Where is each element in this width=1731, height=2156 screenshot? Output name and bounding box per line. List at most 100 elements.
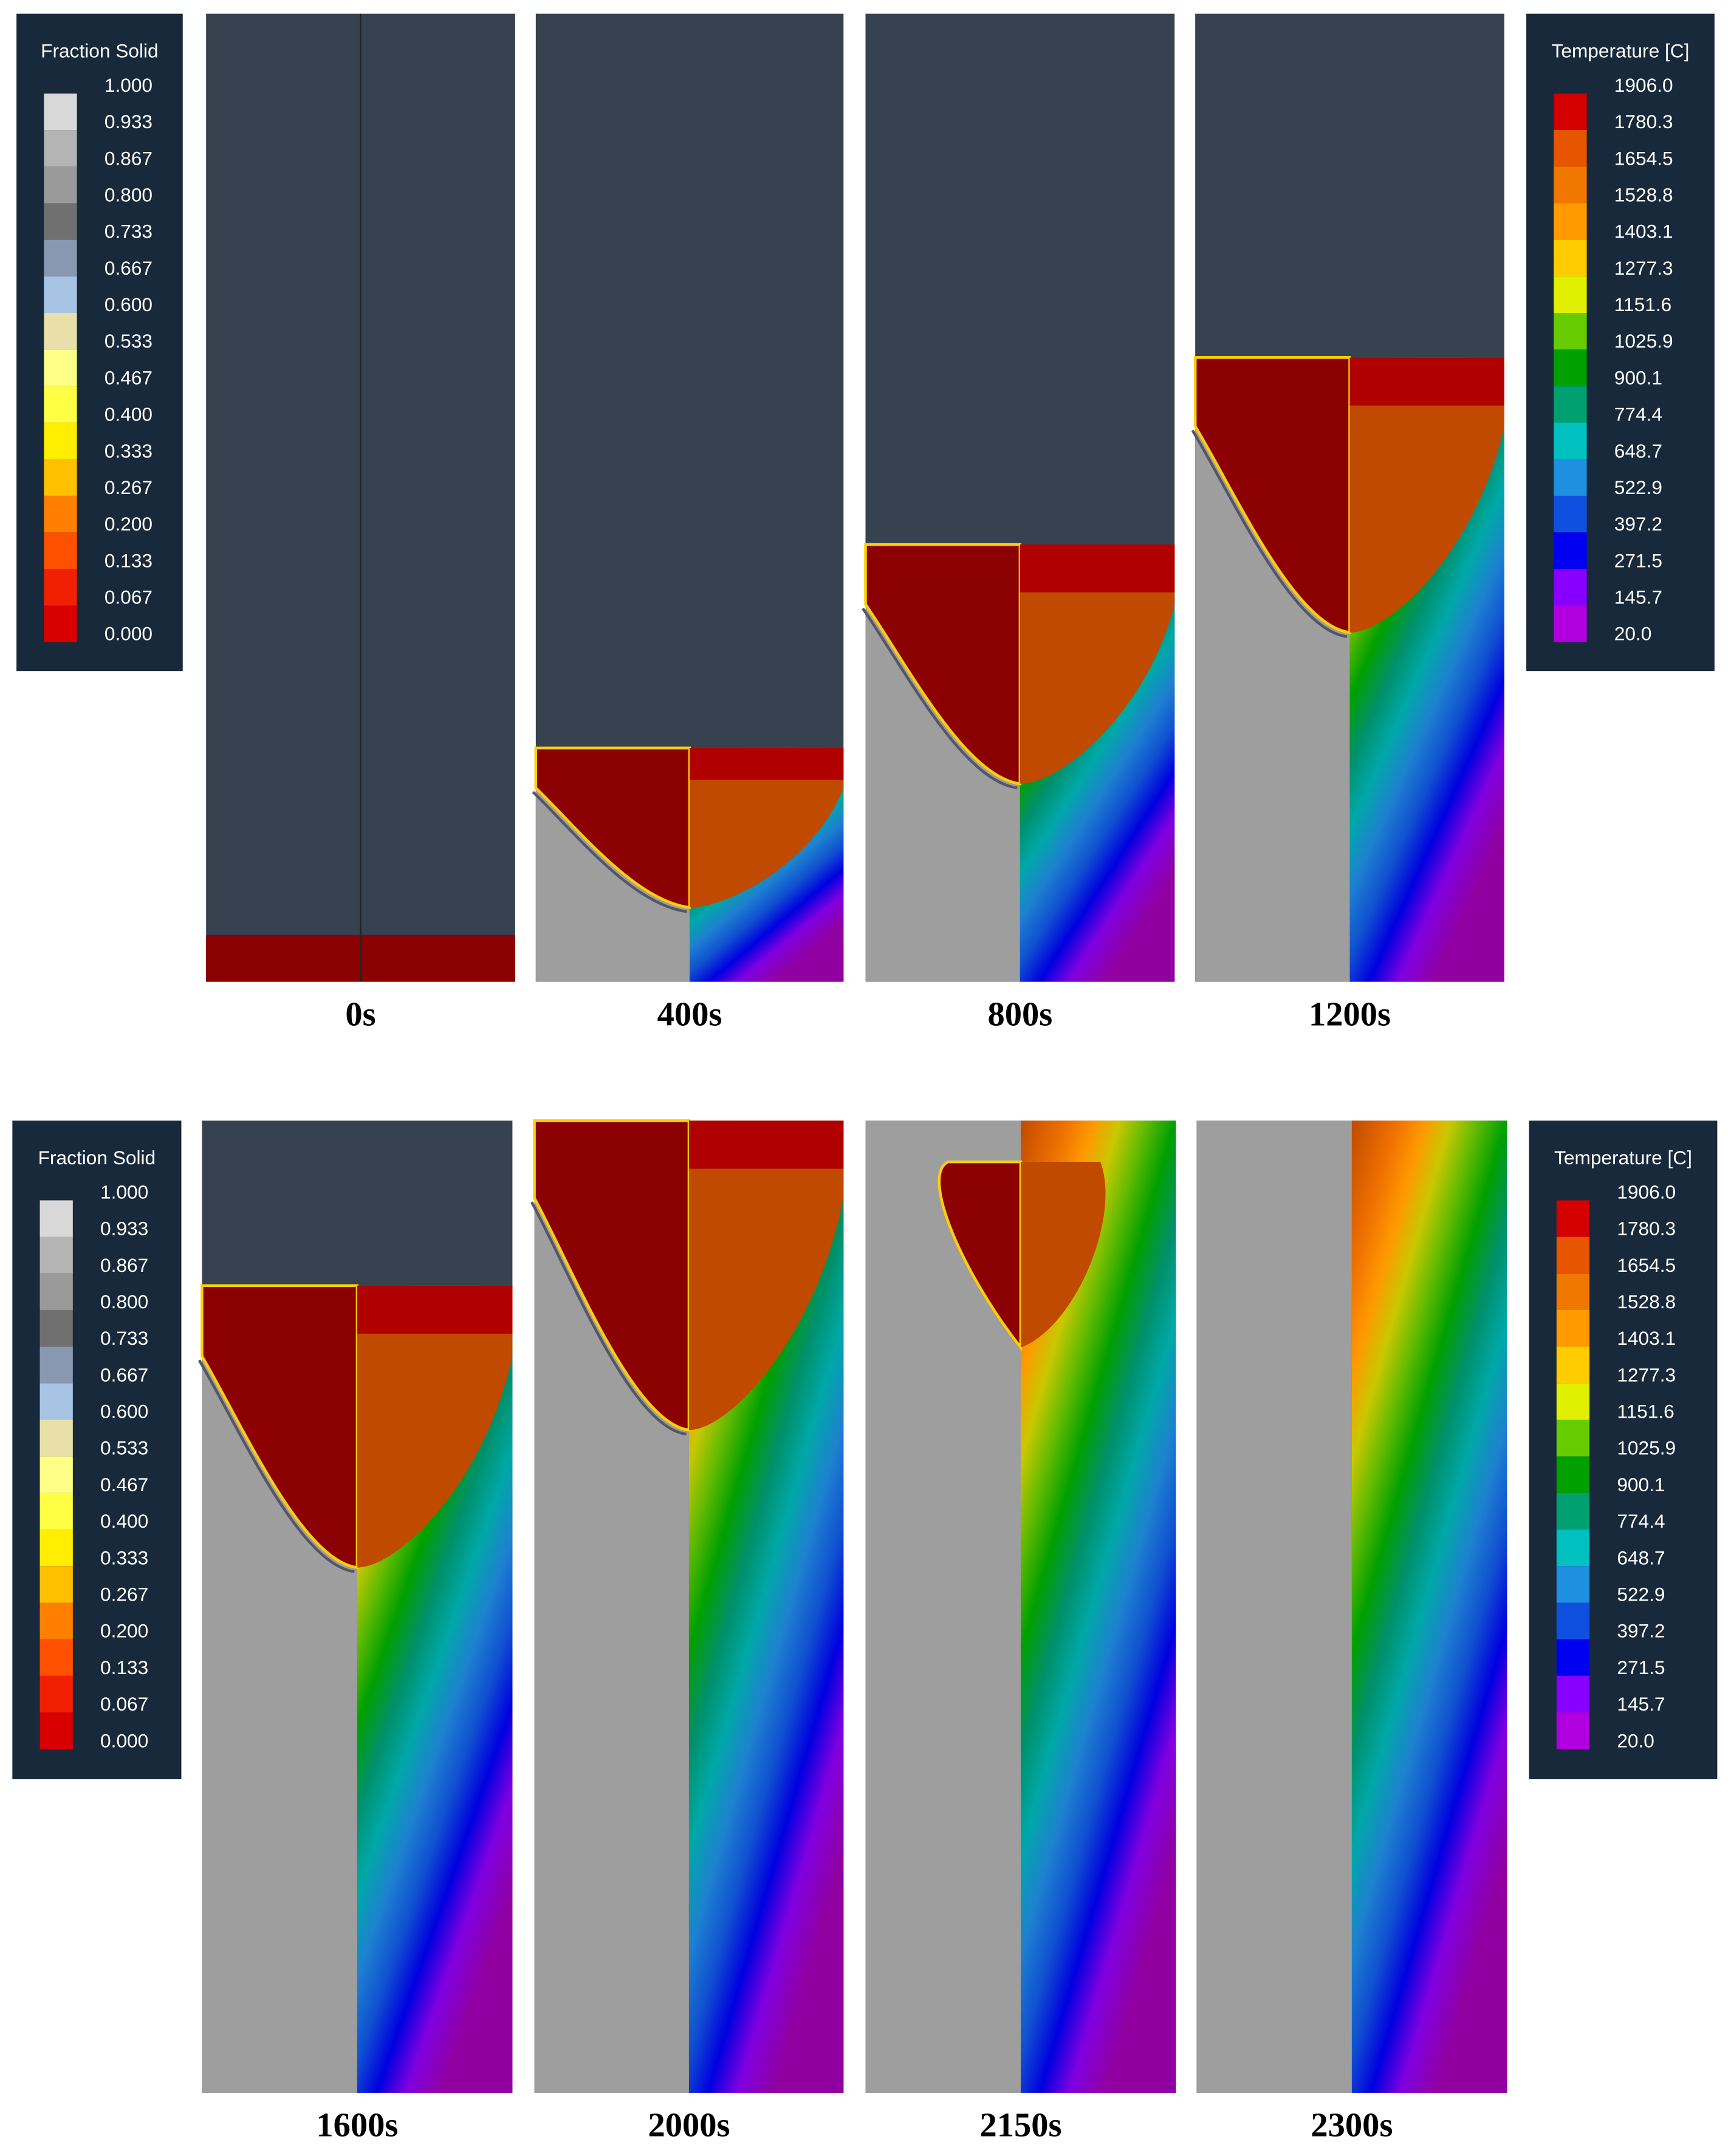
top-layer (688, 1121, 844, 1169)
legend-label: 1780.3 (1617, 1218, 1676, 1240)
legend-swatch (1556, 1237, 1590, 1274)
temperature-field (1351, 1121, 1507, 2093)
hot-zone (690, 747, 844, 908)
legend-label: 145.7 (1614, 586, 1662, 608)
legend-label: 397.2 (1617, 1620, 1665, 1642)
legend-swatch (1554, 203, 1587, 240)
melt-pool (534, 746, 691, 909)
legend-label: 0.467 (105, 366, 153, 388)
legend-swatch (39, 1200, 73, 1237)
legend-swatch (39, 1420, 73, 1457)
legend-swatch (1556, 1712, 1590, 1749)
legend-swatch (39, 1566, 73, 1603)
legend-swatch (1556, 1675, 1590, 1713)
legend-label: 1403.1 (1614, 221, 1673, 242)
legend-swatch (1556, 1273, 1590, 1310)
legend-swatch (39, 1237, 73, 1274)
panel-label: 0s (345, 995, 375, 1033)
top-layer (690, 747, 844, 780)
legend-swatch (1556, 1639, 1590, 1676)
legend-label: 1151.6 (1617, 1401, 1674, 1423)
legend-label: 271.5 (1617, 1656, 1665, 1678)
legend-swatch (39, 1675, 73, 1713)
legend-swatch (1554, 495, 1587, 533)
legend-title: Temperature [C] (1552, 39, 1690, 61)
legend-swatch (1556, 1420, 1590, 1457)
legend-swatch (44, 130, 77, 167)
legend-label: 1025.9 (1617, 1437, 1676, 1459)
legend-label: 0.400 (100, 1510, 148, 1532)
legend-swatch (39, 1492, 73, 1530)
legend-label: 648.7 (1617, 1547, 1665, 1568)
top-layer (1349, 357, 1504, 406)
legend-title: Fraction Solid (41, 39, 158, 61)
top-layer (357, 1285, 513, 1334)
legend-label: 522.9 (1617, 1584, 1665, 1605)
legend-swatch (1554, 349, 1587, 386)
legend-label: 1025.9 (1614, 330, 1673, 352)
legend-box (16, 13, 183, 671)
legend-swatch (39, 1273, 73, 1310)
legend-swatch (1556, 1566, 1590, 1603)
legend-swatch (1556, 1529, 1590, 1567)
panel-label: 2300s (1311, 2107, 1393, 2144)
hot-zone (688, 1121, 844, 1430)
legend-swatch (39, 1456, 73, 1493)
legend-swatch (44, 349, 77, 386)
legend-label: 0.933 (100, 1218, 148, 1240)
legend-label: 0.800 (105, 184, 153, 205)
legend-swatch (1556, 1456, 1590, 1493)
melt-pool-edge (197, 1359, 355, 1573)
legend-label: 1906.0 (1614, 74, 1673, 96)
legend-label: 0.400 (105, 403, 153, 425)
legend-swatch (1556, 1347, 1590, 1384)
legend-label: 1906.0 (1617, 1181, 1676, 1203)
legend-swatch (44, 459, 77, 496)
legend-swatch (1554, 130, 1587, 167)
legend-swatch (39, 1712, 73, 1749)
legend-swatch (1554, 605, 1587, 642)
legend-swatch (39, 1310, 73, 1347)
legend-label: 522.9 (1614, 476, 1662, 498)
panel-label: 400s (657, 995, 722, 1033)
legend-swatch (1554, 386, 1587, 423)
legend-swatch (44, 569, 77, 606)
legend-label: 900.1 (1617, 1474, 1665, 1495)
legend-box (12, 1121, 182, 1780)
legend-label: 0.667 (100, 1364, 148, 1385)
melt-pool-edge (532, 791, 687, 913)
legend-swatch (1554, 276, 1587, 314)
legend-swatch (1554, 313, 1587, 350)
legend-label: 0.600 (105, 294, 153, 315)
legend-swatch (1554, 532, 1587, 569)
legend-label: 397.2 (1614, 513, 1662, 535)
legend-swatch (44, 203, 77, 240)
legend-label: 0.000 (105, 623, 153, 645)
melt-pool-edge (1191, 430, 1348, 638)
legend-swatch (44, 313, 77, 350)
legend-label: 1277.3 (1614, 257, 1673, 279)
legend-label: 0.267 (105, 476, 153, 498)
melt-pool-edge (862, 607, 1018, 789)
legend-swatch (44, 93, 77, 131)
legend-swatch (1554, 93, 1587, 131)
legend-swatch (1554, 167, 1587, 204)
legend-swatch (39, 1602, 73, 1639)
legend-label: 20.0 (1617, 1729, 1654, 1751)
legend-label: 0.933 (105, 111, 153, 132)
legend-swatch (39, 1347, 73, 1384)
panel-label: 1200s (1309, 995, 1391, 1033)
legend-label: 0.533 (100, 1437, 148, 1459)
top-layer (1020, 544, 1175, 592)
legend-label: 0.133 (100, 1656, 148, 1678)
panel-label: 2000s (648, 2107, 730, 2144)
legend-swatch (1556, 1310, 1590, 1347)
legend-swatch (39, 1639, 73, 1676)
legend-label: 0.067 (100, 1693, 148, 1715)
legend-swatch (44, 495, 77, 533)
legend-label: 1528.8 (1614, 184, 1673, 205)
legend-label: 1403.1 (1617, 1327, 1676, 1349)
panel-label: 1600s (316, 2107, 398, 2144)
legend-label: 0.733 (100, 1327, 148, 1349)
